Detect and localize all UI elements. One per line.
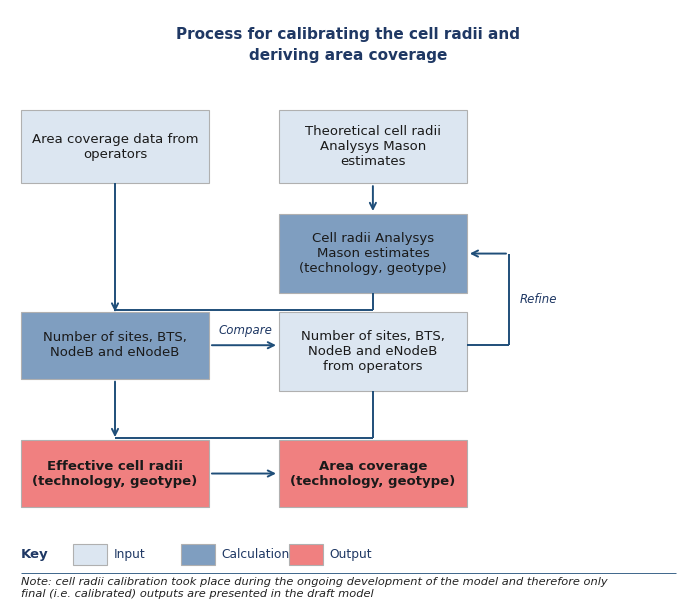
Text: Number of sites, BTS,
NodeB and eNodeB
from operators: Number of sites, BTS, NodeB and eNodeB f… <box>301 330 445 373</box>
Text: Effective cell radii
(technology, geotype): Effective cell radii (technology, geotyp… <box>32 459 198 488</box>
Text: Compare: Compare <box>218 324 273 337</box>
Text: Refine: Refine <box>519 293 557 306</box>
Text: Area coverage
(technology, geotype): Area coverage (technology, geotype) <box>290 459 456 488</box>
Text: Calculation: Calculation <box>222 548 290 562</box>
FancyBboxPatch shape <box>73 544 107 565</box>
Text: Theoretical cell radii
Analysys Mason
estimates: Theoretical cell radii Analysys Mason es… <box>305 125 441 168</box>
FancyBboxPatch shape <box>289 544 323 565</box>
FancyBboxPatch shape <box>21 312 209 379</box>
Text: Cell radii Analysys
Mason estimates
(technology, geotype): Cell radii Analysys Mason estimates (tec… <box>299 232 447 275</box>
FancyBboxPatch shape <box>21 440 209 507</box>
Text: Input: Input <box>114 548 146 562</box>
FancyBboxPatch shape <box>279 440 467 507</box>
FancyBboxPatch shape <box>279 110 467 183</box>
FancyBboxPatch shape <box>181 544 215 565</box>
Text: Note: cell radii calibration took place during the ongoing development of the mo: Note: cell radii calibration took place … <box>21 577 608 599</box>
FancyBboxPatch shape <box>279 312 467 391</box>
Text: Key: Key <box>21 548 49 562</box>
Text: Output: Output <box>330 548 372 562</box>
Text: Process for calibrating the cell radii and
deriving area coverage: Process for calibrating the cell radii a… <box>176 27 521 64</box>
Text: Number of sites, BTS,
NodeB and eNodeB: Number of sites, BTS, NodeB and eNodeB <box>43 331 187 359</box>
FancyBboxPatch shape <box>279 214 467 293</box>
Text: Area coverage data from
operators: Area coverage data from operators <box>32 133 198 161</box>
FancyBboxPatch shape <box>21 110 209 183</box>
